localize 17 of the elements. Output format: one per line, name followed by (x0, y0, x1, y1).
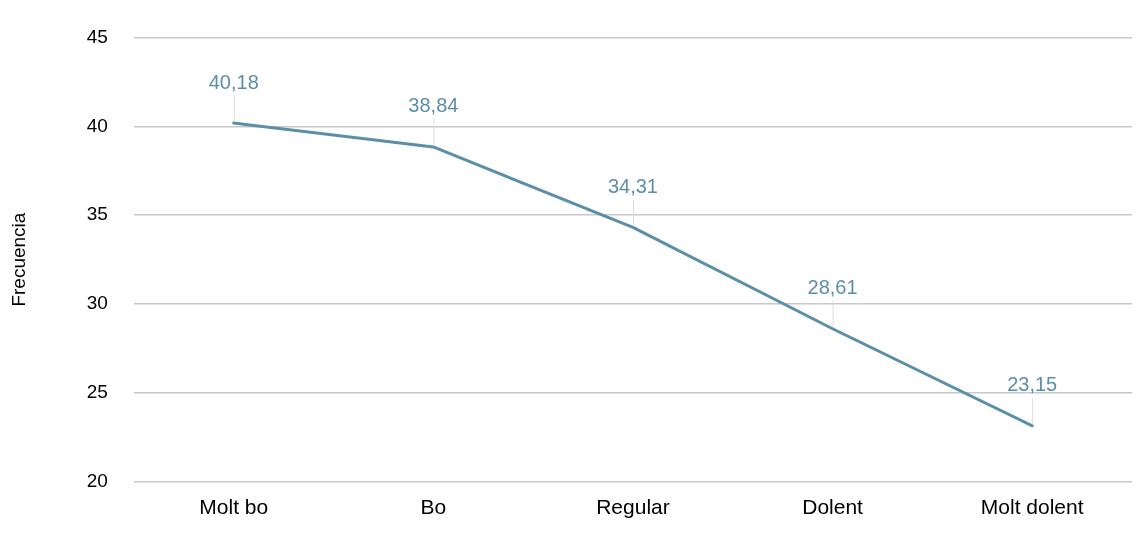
y-tick-label: 45 (86, 25, 108, 47)
data-label: 38,84 (408, 94, 459, 117)
y-tick-label: 40 (86, 114, 108, 136)
y-tick-label: 30 (86, 292, 108, 314)
data-label: 34,31 (607, 174, 658, 197)
x-tick-label: Regular (596, 495, 670, 519)
y-tick-label: 20 (86, 470, 108, 492)
data-label: 28,61 (807, 276, 858, 299)
data-label: 40,18 (208, 70, 259, 93)
x-tick-label: Molt bo (199, 495, 269, 519)
y-tick-label: 25 (86, 381, 108, 403)
x-tick-label: Dolent (802, 495, 864, 519)
y-tick-label: 35 (86, 203, 108, 225)
data-label: 23,15 (1007, 373, 1058, 396)
y-axis-title: Frecuencia (7, 212, 29, 307)
x-tick-label: Bo (420, 495, 447, 519)
x-tick-label: Molt dolent (980, 495, 1084, 519)
